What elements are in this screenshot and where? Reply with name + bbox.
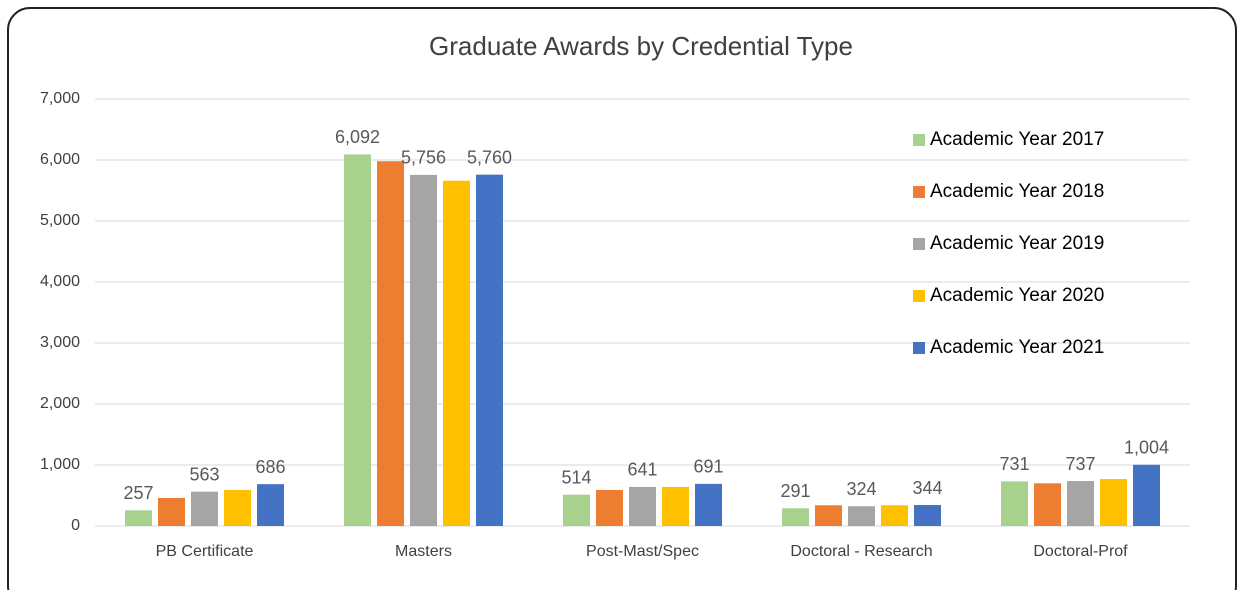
legend-label: Academic Year 2021 bbox=[930, 337, 1104, 358]
data-label: 641 bbox=[627, 460, 657, 480]
legend-label: Academic Year 2019 bbox=[930, 233, 1104, 254]
y-tick-label: 0 bbox=[71, 517, 80, 534]
data-label: 731 bbox=[999, 454, 1029, 474]
bar bbox=[1001, 481, 1028, 526]
bar bbox=[257, 484, 284, 526]
data-label: 514 bbox=[561, 467, 591, 487]
legend-swatch bbox=[913, 342, 925, 354]
x-tick-label: Masters bbox=[395, 543, 452, 560]
bar bbox=[476, 174, 503, 526]
bar bbox=[782, 508, 809, 526]
y-tick-label: 6,000 bbox=[40, 151, 80, 168]
bar bbox=[344, 154, 371, 526]
bar bbox=[815, 505, 842, 526]
y-tick-label: 7,000 bbox=[40, 90, 80, 107]
y-tick-label: 4,000 bbox=[40, 273, 80, 290]
x-tick-label: Post-Mast/Spec bbox=[586, 543, 699, 560]
data-label: 5,760 bbox=[467, 147, 512, 167]
y-tick-label: 1,000 bbox=[40, 456, 80, 473]
bar bbox=[377, 161, 404, 526]
legend-swatch bbox=[913, 290, 925, 302]
data-label: 691 bbox=[693, 457, 723, 477]
data-label: 257 bbox=[123, 483, 153, 503]
bar bbox=[695, 483, 722, 526]
x-tick-label: Doctoral-Prof bbox=[1033, 543, 1128, 560]
bar bbox=[443, 180, 470, 527]
bar bbox=[629, 486, 656, 526]
bar bbox=[914, 505, 941, 526]
bar bbox=[224, 490, 251, 526]
data-label: 6,092 bbox=[335, 127, 380, 147]
chart-title: Graduate Awards by Credential Type bbox=[429, 31, 853, 61]
data-label: 1,004 bbox=[1124, 438, 1169, 458]
data-label: 291 bbox=[780, 481, 810, 501]
y-tick-label: 5,000 bbox=[40, 212, 80, 229]
data-label: 5,756 bbox=[401, 148, 446, 168]
bar bbox=[158, 497, 185, 526]
bar bbox=[1133, 464, 1160, 526]
bar bbox=[881, 505, 908, 526]
x-tick-label: Doctoral - Research bbox=[790, 543, 932, 560]
data-label: 563 bbox=[189, 464, 219, 484]
bar bbox=[1067, 481, 1094, 526]
bar bbox=[596, 490, 623, 526]
data-label: 737 bbox=[1065, 454, 1095, 474]
legend-swatch bbox=[913, 134, 925, 146]
chart-border bbox=[7, 7, 1237, 590]
data-label: 344 bbox=[912, 478, 942, 498]
bar bbox=[191, 491, 218, 526]
data-label: 686 bbox=[255, 457, 285, 477]
x-tick-label: PB Certificate bbox=[156, 543, 254, 560]
y-tick-label: 3,000 bbox=[40, 334, 80, 351]
bar bbox=[662, 486, 689, 526]
bar bbox=[563, 494, 590, 526]
legend-label: Academic Year 2020 bbox=[930, 285, 1104, 306]
bar bbox=[125, 510, 152, 526]
bar bbox=[410, 174, 437, 526]
data-label: 324 bbox=[846, 479, 876, 499]
y-tick-label: 2,000 bbox=[40, 395, 80, 412]
bar bbox=[1100, 479, 1127, 526]
bar bbox=[1034, 483, 1061, 526]
legend-swatch bbox=[913, 186, 925, 198]
legend-swatch bbox=[913, 238, 925, 250]
bar bbox=[848, 506, 875, 526]
legend-label: Academic Year 2017 bbox=[930, 129, 1104, 150]
legend-label: Academic Year 2018 bbox=[930, 181, 1104, 202]
